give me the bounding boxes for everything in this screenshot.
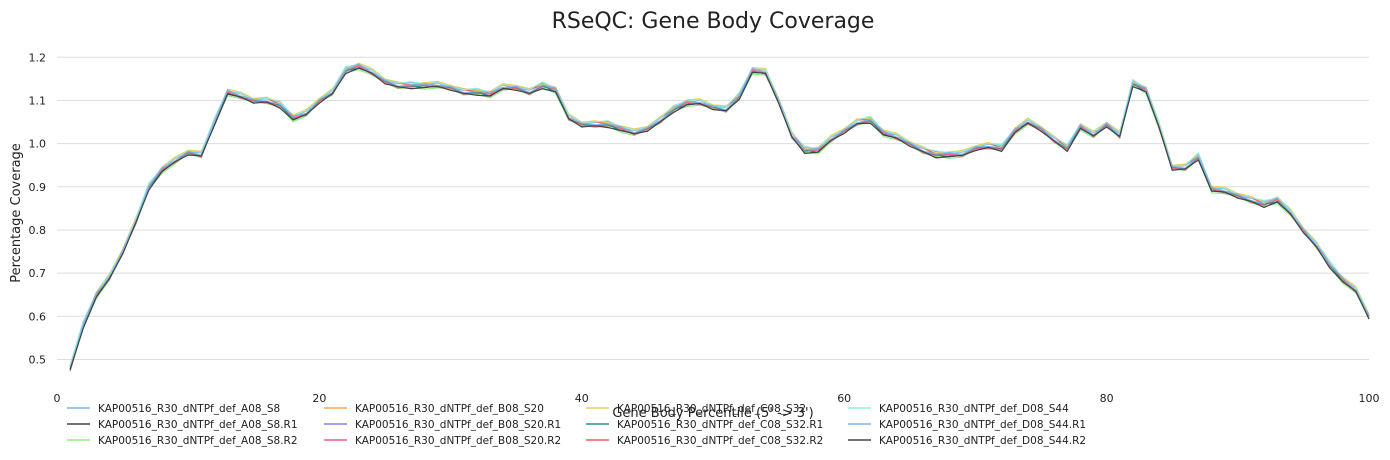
chart-title: RSeQC: Gene Body Coverage: [552, 9, 875, 34]
x-tick-label: 40: [575, 392, 589, 405]
legend-entry: KAP00516_R30_dNTPf_def_A08_S8.R1: [98, 419, 298, 431]
x-axis-ticks: 0 20 40 60 80 100: [54, 392, 1380, 405]
legend-entry: KAP00516_R30_dNTPf_def_B08_S20.R1: [355, 419, 561, 431]
legend-entry: KAP00516_R30_dNTPf_def_A08_S8: [98, 403, 280, 415]
legend-entry: KAP00516_R30_dNTPf_def_A08_S8.R2: [98, 435, 298, 447]
series-line-2: [69, 66, 1370, 370]
legend-entry: KAP00516_R30_dNTPf_def_C08_S32.R2: [617, 435, 823, 447]
y-axis-label: Percentage Coverage: [9, 143, 24, 283]
series-lines: [69, 62, 1370, 372]
x-axis-label: Gene Body Percentile (5' -> 3'): [612, 406, 813, 421]
series-line-6: [69, 65, 1370, 371]
legend-entry: KAP00516_R30_dNTPf_def_B08_S20: [355, 403, 544, 415]
legend-entry: KAP00516_R30_dNTPf_def_D08_S44: [879, 403, 1069, 415]
x-tick-label: 100: [1359, 392, 1380, 405]
legend: KAP00516_R30_dNTPf_def_A08_S8 KAP00516_R3…: [67, 403, 1086, 447]
series-line-3: [69, 69, 1370, 372]
y-tick-label: 0.5: [29, 353, 47, 366]
series-line-11: [69, 63, 1370, 370]
legend-entry: KAP00516_R30_dNTPf_def_D08_S44.R1: [879, 419, 1086, 431]
y-tick-label: 0.8: [29, 224, 47, 237]
legend-entry: KAP00516_R30_dNTPf_def_D08_S44.R2: [879, 435, 1086, 447]
x-tick-label: 0: [54, 392, 61, 405]
x-tick-label: 80: [1100, 392, 1114, 405]
y-tick-label: 0.9: [29, 181, 47, 194]
y-tick-label: 1.0: [29, 138, 47, 151]
legend-entry: KAP00516_R30_dNTPf_def_C08_S32: [617, 403, 806, 415]
series-line-12: [69, 67, 1370, 370]
x-tick-label: 20: [312, 392, 326, 405]
y-tick-label: 1.2: [29, 51, 47, 64]
y-tick-label: 0.6: [29, 310, 47, 323]
y-tick-label: 0.7: [29, 267, 47, 280]
legend-entry: KAP00516_R30_dNTPf_def_B08_S20.R2: [355, 435, 561, 447]
x-tick-label: 60: [837, 392, 851, 405]
series-line-8: [69, 67, 1370, 370]
y-axis-ticks: 0.5 0.6 0.7 0.8 0.9 1.0 1.1 1.2: [29, 51, 47, 366]
legend-entry: KAP00516_R30_dNTPf_def_C08_S32.R1: [617, 419, 823, 431]
y-tick-label: 1.1: [29, 94, 47, 107]
